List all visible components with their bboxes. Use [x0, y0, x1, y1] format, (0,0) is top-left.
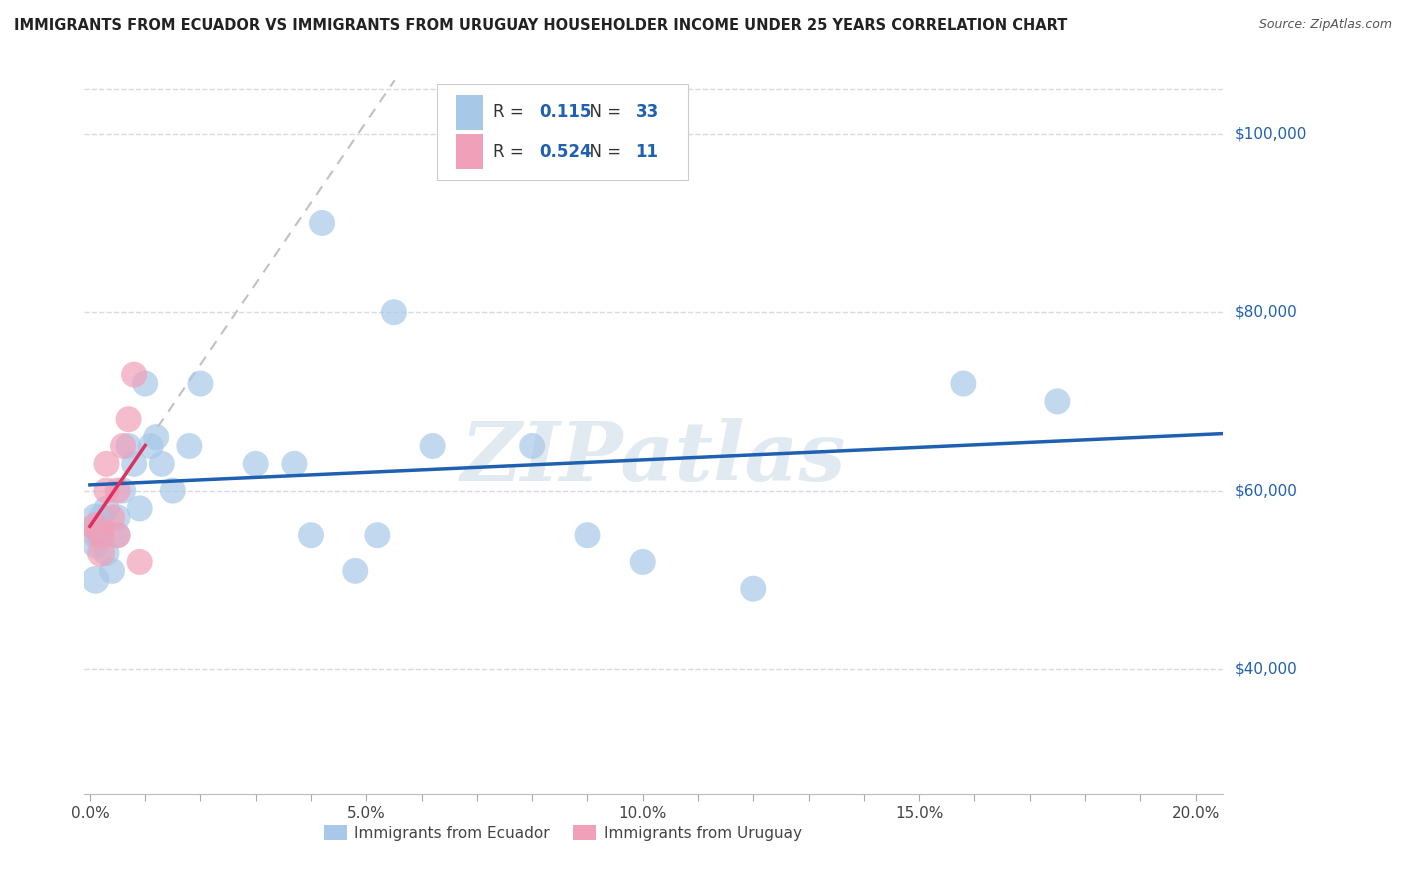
Point [128, 555, 150, 569]
Text: $100,000: $100,000 [1234, 127, 1306, 141]
FancyBboxPatch shape [456, 134, 484, 169]
Point [382, 305, 405, 319]
FancyBboxPatch shape [437, 84, 688, 180]
Text: 0.115: 0.115 [538, 103, 591, 121]
Point [190, 376, 212, 391]
Text: $80,000: $80,000 [1234, 305, 1298, 319]
Point [84, 528, 107, 542]
Point [96, 457, 118, 471]
Point [344, 564, 367, 578]
Point [107, 528, 129, 542]
Point [299, 528, 322, 542]
Point [952, 376, 974, 391]
Point [122, 368, 145, 382]
Point [90, 528, 112, 542]
Point [107, 483, 129, 498]
Point [162, 483, 184, 498]
Point [90, 510, 112, 524]
Text: N =: N = [579, 143, 626, 161]
Point [101, 564, 124, 578]
Text: ZIPatlas: ZIPatlas [461, 418, 846, 499]
Text: R =: R = [494, 103, 529, 121]
Point [283, 457, 305, 471]
Text: $60,000: $60,000 [1234, 483, 1298, 498]
Point [311, 216, 333, 230]
Text: R =: R = [494, 143, 529, 161]
Text: 11: 11 [636, 143, 658, 161]
Point [245, 457, 267, 471]
Point [1046, 394, 1069, 409]
Point [139, 439, 162, 453]
Point [150, 457, 173, 471]
Point [90, 528, 112, 542]
Point [742, 582, 765, 596]
Point [366, 528, 388, 542]
Point [122, 457, 145, 471]
Text: Source: ZipAtlas.com: Source: ZipAtlas.com [1258, 18, 1392, 31]
Text: IMMIGRANTS FROM ECUADOR VS IMMIGRANTS FROM URUGUAY HOUSEHOLDER INCOME UNDER 25 Y: IMMIGRANTS FROM ECUADOR VS IMMIGRANTS FR… [14, 18, 1067, 33]
Point [520, 439, 543, 453]
Point [107, 510, 129, 524]
Text: 0.524: 0.524 [538, 143, 592, 161]
Point [90, 519, 112, 533]
Point [112, 483, 135, 498]
Text: 33: 33 [636, 103, 659, 121]
Point [101, 510, 124, 524]
Point [422, 439, 444, 453]
Point [96, 483, 118, 498]
Point [84, 519, 107, 533]
Point [134, 376, 156, 391]
Point [112, 439, 135, 453]
Text: N =: N = [579, 103, 626, 121]
Point [179, 439, 201, 453]
Point [576, 528, 599, 542]
Point [90, 546, 112, 560]
Point [84, 537, 107, 551]
Point [128, 501, 150, 516]
Text: $40,000: $40,000 [1234, 662, 1298, 676]
Point [107, 528, 129, 542]
Point [96, 501, 118, 516]
Point [145, 430, 167, 444]
Point [117, 439, 139, 453]
Point [84, 510, 107, 524]
Legend: Immigrants from Ecuador, Immigrants from Uruguay: Immigrants from Ecuador, Immigrants from… [318, 819, 807, 847]
Point [631, 555, 654, 569]
Point [96, 546, 118, 560]
Point [117, 412, 139, 426]
Point [84, 519, 107, 533]
Point [84, 573, 107, 587]
FancyBboxPatch shape [456, 95, 484, 130]
